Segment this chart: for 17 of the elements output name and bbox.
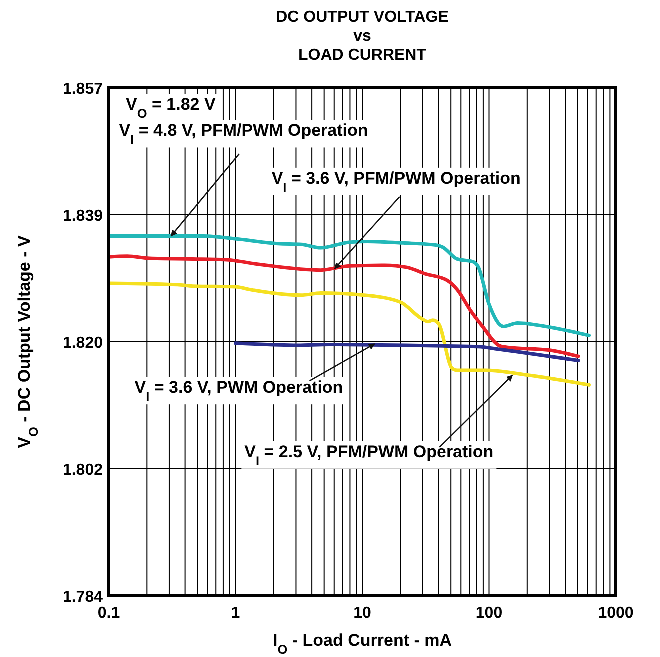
x-tick-label: 1000 — [598, 605, 634, 622]
y-tick-label: 1.802 — [62, 462, 104, 479]
x-tick-label: 0.1 — [98, 605, 120, 622]
annotation: V$_{I}$ = 4.8 V, PFM/PWM Operation — [119, 121, 368, 147]
chart-title: DC OUTPUT VOLTAGE vs LOAD CURRENT — [276, 9, 450, 64]
x-tick-label: 100 — [476, 605, 503, 622]
x-tick-label: 1 — [231, 605, 240, 622]
y-tick-label: 1.820 — [62, 335, 104, 352]
y-tick-label: 1.839 — [62, 208, 104, 225]
x-tick-label: 10 — [354, 605, 372, 622]
annotation: V$_{O}$ = 1.82 V — [126, 95, 216, 120]
y-tick-label: 1.784 — [62, 589, 104, 606]
annotation: V$_{I}$ = 2.5 V, PFM/PWM Operation — [244, 442, 494, 468]
annotation: V$_{I}$ = 3.6 V, PFM/PWM Operation — [272, 168, 521, 194]
y-tick-label: 1.857 — [62, 81, 104, 98]
annotation: V$_{I}$ = 3.6 V, PWM Operation — [134, 378, 344, 404]
x-axis-title: I$_{O}$ - Load Current - mA — [273, 631, 452, 656]
